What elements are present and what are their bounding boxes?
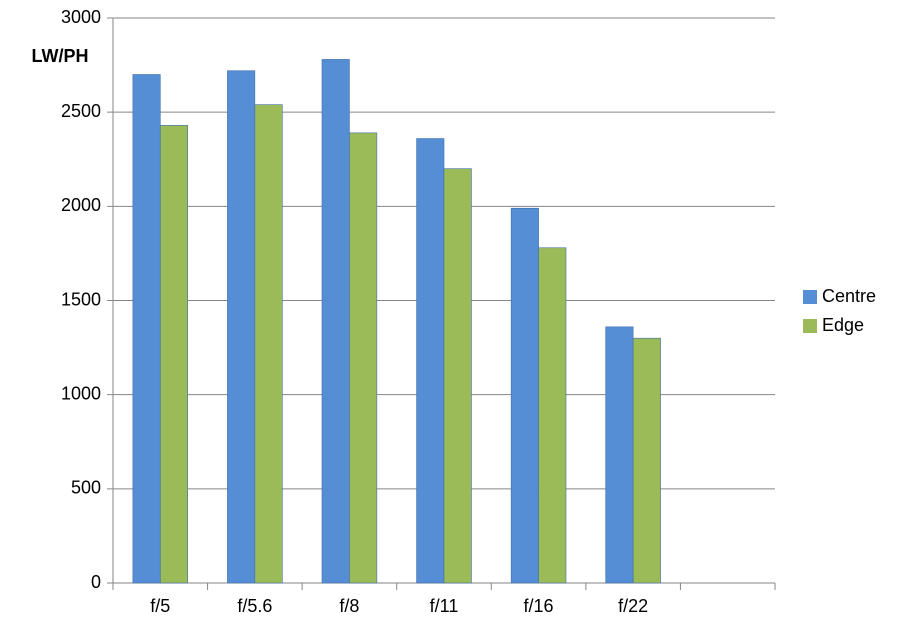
bar (132, 74, 161, 584)
legend-label: Edge (822, 315, 864, 335)
y-tick-label: 3000 (61, 7, 101, 27)
y-axis-label: LW/PH (32, 46, 89, 66)
x-tick-label: f/11 (430, 596, 459, 616)
legend-label: Centre (822, 286, 876, 306)
legend-swatch (803, 319, 817, 333)
x-tick-label: f/5 (150, 596, 170, 616)
x-tick-label: f/8 (339, 596, 359, 616)
bar (227, 70, 256, 584)
bar (254, 104, 283, 584)
y-tick-label: 0 (91, 572, 101, 592)
x-tick-label: f/16 (524, 596, 554, 616)
bar (510, 207, 539, 584)
x-tick-label: f/22 (618, 596, 648, 616)
bar (632, 337, 661, 584)
x-tick-label: f/5.6 (237, 596, 272, 616)
y-tick-label: 1000 (61, 383, 101, 403)
bar (349, 132, 378, 584)
bar (416, 138, 445, 584)
legend-swatch (803, 290, 817, 304)
y-tick-label: 2500 (61, 101, 101, 121)
bar (605, 326, 634, 584)
y-tick-label: 2000 (61, 195, 101, 215)
y-tick-label: 1500 (61, 289, 101, 309)
bar (538, 247, 567, 584)
bar (321, 59, 350, 584)
bar (159, 125, 189, 584)
bar (443, 168, 472, 584)
y-tick-label: 500 (71, 478, 101, 498)
